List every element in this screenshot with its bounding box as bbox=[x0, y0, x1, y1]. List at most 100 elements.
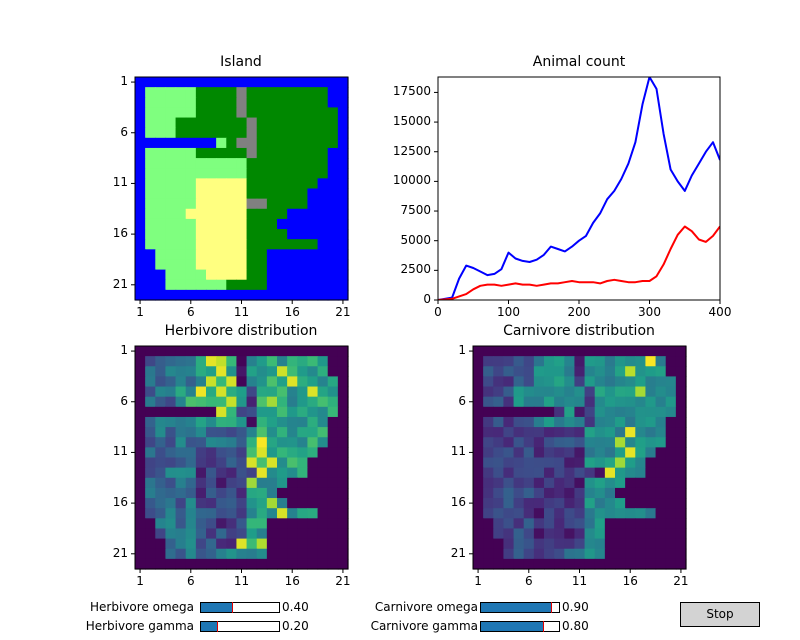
herbivore-cell bbox=[256, 376, 268, 388]
carnivore-omega-slider[interactable] bbox=[480, 602, 560, 613]
carnivore-cell bbox=[554, 487, 565, 499]
carnivore-cell bbox=[574, 386, 586, 398]
island-cell bbox=[317, 77, 329, 88]
island-cell bbox=[297, 168, 309, 179]
animal-count-frame bbox=[437, 76, 721, 301]
island-cell bbox=[287, 158, 298, 169]
island-cell bbox=[256, 117, 268, 129]
carnivore-cell bbox=[584, 518, 596, 530]
island-cell bbox=[165, 77, 177, 88]
herbivore-cell bbox=[226, 457, 238, 469]
island-cell bbox=[216, 147, 227, 159]
herbivore-cell bbox=[155, 558, 167, 570]
herbivore-cell bbox=[266, 396, 278, 408]
herbivore-cell bbox=[266, 548, 278, 560]
herbivore-cell bbox=[185, 558, 197, 570]
carnivore-cell bbox=[594, 558, 606, 570]
carnivore-cell bbox=[645, 447, 657, 459]
herbivore-cell bbox=[175, 558, 187, 570]
carnivore-cell bbox=[604, 467, 616, 479]
island-cell bbox=[256, 249, 268, 261]
herbivore-omega-label: Herbivore omega bbox=[90, 600, 194, 614]
herbivore-cell bbox=[277, 396, 288, 408]
island-cell bbox=[317, 137, 329, 149]
island-cell bbox=[155, 208, 167, 220]
herbivore-cell bbox=[175, 477, 187, 489]
carnivore-cell bbox=[523, 467, 535, 479]
animal-count-ytick-label: 15000 bbox=[392, 114, 431, 129]
carnivore-cell bbox=[655, 548, 667, 560]
stop-button[interactable]: Stop bbox=[680, 602, 760, 627]
herbivore-cell bbox=[206, 558, 217, 570]
island-cell bbox=[297, 137, 309, 149]
carnivore-cell bbox=[615, 406, 626, 418]
island-cell bbox=[307, 279, 319, 291]
herbivore-cell bbox=[236, 498, 248, 509]
carnivore-cell bbox=[604, 548, 616, 560]
island-cell bbox=[246, 269, 258, 281]
herbivore-cell bbox=[256, 437, 268, 448]
carnivore-cell bbox=[523, 548, 535, 560]
carnivore-cell bbox=[615, 437, 626, 448]
island-cell bbox=[155, 218, 167, 230]
carnivore-cell bbox=[665, 508, 677, 519]
herbivore-cell bbox=[175, 416, 187, 428]
herbivore-cell bbox=[135, 346, 146, 357]
carnivore-cell bbox=[594, 396, 606, 408]
island-cell bbox=[185, 178, 197, 190]
island-cell bbox=[327, 107, 339, 119]
herbivore-cell bbox=[277, 447, 288, 459]
carnivore-cell bbox=[544, 356, 555, 367]
herbivore-cell bbox=[175, 406, 187, 418]
carnivore-cell bbox=[625, 376, 636, 388]
herbivore-omega-slider[interactable] bbox=[200, 602, 280, 613]
island-cell bbox=[175, 87, 187, 98]
carnivore-gamma-slider[interactable] bbox=[480, 621, 560, 632]
herbivore-heatmap bbox=[131, 345, 349, 573]
carnivore-cell bbox=[645, 457, 657, 469]
herbivore-cell bbox=[287, 528, 298, 540]
island-cell bbox=[175, 279, 187, 291]
carnivore-cell bbox=[473, 477, 484, 489]
carnivore-cell bbox=[604, 508, 616, 519]
island-cell bbox=[327, 198, 339, 210]
carnivore-cell bbox=[615, 518, 626, 530]
herbivore-cell bbox=[195, 467, 207, 479]
herbivore-cell bbox=[256, 477, 268, 489]
herbivore-cell bbox=[327, 528, 339, 540]
herbivore-cell bbox=[175, 376, 187, 388]
herbivore-cell bbox=[175, 487, 187, 499]
herbivore-cell bbox=[135, 396, 146, 408]
island-cell bbox=[185, 259, 197, 271]
island-cell bbox=[337, 158, 349, 169]
herbivore-cell bbox=[277, 538, 288, 550]
island-cell bbox=[185, 117, 197, 129]
carnivore-cell bbox=[503, 447, 515, 459]
island-cell bbox=[175, 77, 187, 88]
carnivore-cell bbox=[645, 498, 657, 509]
island-cell bbox=[246, 158, 258, 169]
carnivore-cell bbox=[493, 386, 505, 398]
island-cell bbox=[185, 97, 197, 109]
herbivore-gamma-slider[interactable] bbox=[200, 621, 280, 632]
carnivore-cell bbox=[493, 427, 505, 438]
herbivore-cell bbox=[266, 518, 278, 530]
herbivore-cell bbox=[307, 528, 319, 540]
herbivore-cell bbox=[155, 416, 167, 428]
herbivore-cell bbox=[206, 467, 217, 479]
herbivore-cell bbox=[317, 467, 329, 479]
island-cell bbox=[297, 239, 309, 250]
herbivore-cell bbox=[216, 558, 227, 570]
carnivore-cell bbox=[513, 406, 525, 418]
carnivore-cell bbox=[604, 457, 616, 469]
island-cell bbox=[206, 178, 217, 190]
herbivore-cell bbox=[297, 477, 309, 489]
carnivore-cell bbox=[483, 447, 494, 459]
herbivore-cell bbox=[226, 406, 238, 418]
island-cell bbox=[337, 147, 349, 159]
carnivore-cell bbox=[584, 416, 596, 428]
herbivore-cell bbox=[226, 346, 238, 357]
island-cell bbox=[206, 289, 217, 301]
carnivore-cell bbox=[615, 427, 626, 438]
herbivore-cell bbox=[145, 406, 156, 418]
